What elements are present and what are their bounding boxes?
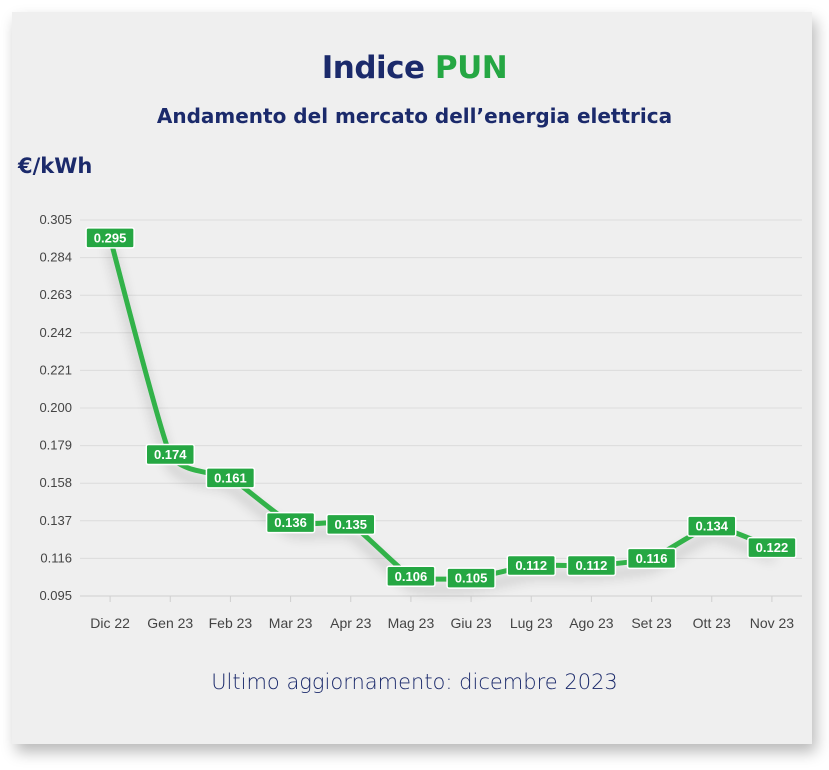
data-label-box [326,513,376,536]
data-label: 0.161 [214,470,247,485]
y-axis: 0.305 0.284 0.263 0.242 0.221 0.200 0.179 0.158… [39,212,72,603]
data-point: 0.106 [386,565,436,588]
y-tick-label: 0.137 [39,513,72,528]
data-label: 0.112 [576,558,608,573]
y-tick-label: 0.242 [39,325,72,340]
line-chart: 0.305 0.284 0.263 0.242 0.221 0.200 0.179 0.158… [39,212,802,631]
data-point: 0.295 [85,227,135,249]
data-label-box [265,511,316,534]
data-label-box [386,565,436,588]
x-tick-label: Ott 23 [693,615,731,631]
data-label: 0.122 [756,540,789,555]
y-tick-label: 0.179 [39,438,72,453]
data-label-box [747,536,797,559]
y-tick-label: 0.284 [39,250,72,265]
chart-title: Indice PUN [0,50,829,86]
x-axis: Dic 22 Gen 23 Feb 23 Mar 23 Apr 23 Mag 23 Giu … [80,595,802,631]
series-line [107,235,775,582]
x-tick-label: Dic 22 [90,615,130,631]
x-tick-label: Set 23 [631,615,672,631]
data-label-box [506,554,556,577]
chart-subtitle: Andamento del mercato dell’energia elett… [156,104,673,128]
y-tick-label: 0.116 [40,550,72,565]
data-label: 0.105 [455,571,488,586]
y-tick-label: 0.305 [39,212,72,227]
y-axis-unit: €/kWh [18,154,93,178]
data-point: 0.134 [687,515,737,537]
title-accent: PUN [434,50,508,86]
grid-lines [80,219,802,597]
data-label: 0.134 [695,519,728,534]
data-point: 0.135 [326,513,376,536]
data-label: 0.136 [274,515,307,530]
x-tick-label: Nov 23 [750,615,795,631]
x-tick-label: Giu 23 [450,615,491,631]
x-tick-label: Lug 23 [510,615,553,631]
data-label-box [145,443,195,466]
data-label: 0.112 [515,558,547,573]
data-point: 0.105 [446,567,496,589]
x-tick-label: Mag 23 [388,615,435,631]
data-label: 0.295 [94,230,127,245]
x-tick-label: Gen 23 [147,615,193,631]
data-point: 0.136 [265,511,316,534]
y-tick-label: 0.095 [39,588,72,603]
x-tick-label: Ago 23 [569,615,614,631]
data-point: 0.122 [747,536,797,559]
data-label-box [687,515,737,537]
data-label-box [566,554,617,577]
data-point: 0.112 [566,554,617,577]
data-label-box [205,467,256,489]
x-tick-label: Mar 23 [269,615,313,631]
data-point: 0.161 [205,467,256,489]
x-tick-label: Apr 23 [330,615,371,631]
series-line-group [107,235,775,582]
data-label-box [626,547,677,570]
title-main: Indice [321,50,425,86]
y-tick-label: 0.221 [39,362,72,377]
data-label: 0.174 [154,447,187,462]
data-point: 0.174 [145,443,195,466]
x-tick-label: Feb 23 [209,615,253,631]
data-label-box [85,227,135,249]
data-labels: 0.295 0.174 0.161 0.136 0.135 0.106 0.105 0.112… [85,227,797,589]
last-update-note: Ultimo aggiornamento: dicembre 2023 [211,670,618,694]
data-label: 0.135 [334,517,367,532]
y-tick-label: 0.263 [39,287,72,302]
y-tick-label: 0.158 [39,475,72,490]
data-label: 0.116 [636,551,668,566]
data-label-box [446,567,496,589]
data-point: 0.116 [626,547,677,570]
y-tick-label: 0.200 [39,400,72,415]
data-point: 0.112 [506,554,556,577]
data-label: 0.106 [395,569,428,584]
